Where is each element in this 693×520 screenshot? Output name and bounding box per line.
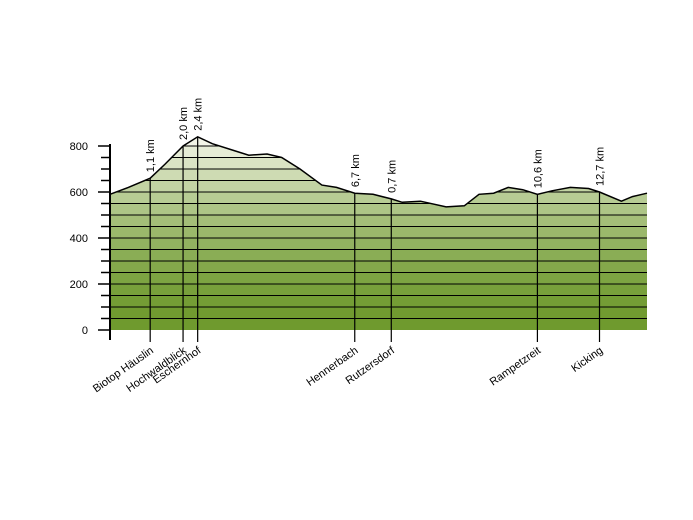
elevation-band <box>110 226 647 238</box>
elevation-band <box>110 238 647 250</box>
distance-labels: 1,1 km 2,0 km 2,4 km 6,7 km 0,7 km 10,6 km 12,… <box>145 98 606 193</box>
elevation-band <box>110 272 647 284</box>
distance-label: 2,0 km <box>178 107 190 140</box>
distance-label: 10,6 km <box>532 149 544 188</box>
elevation-band <box>110 192 647 204</box>
y-tick-label: 0 <box>82 325 88 337</box>
elevation-band <box>110 169 647 181</box>
y-tick-label: 600 <box>70 187 88 199</box>
elevation-band <box>110 295 647 307</box>
elevation-band <box>110 136 647 146</box>
elevation-band <box>110 261 647 273</box>
y-tick-label: 800 <box>70 141 88 153</box>
elevation-bands <box>110 136 647 330</box>
elevation-band <box>110 215 647 227</box>
distance-label: 0,7 km <box>386 160 398 193</box>
place-label: Kicking <box>569 345 605 375</box>
elevation-band <box>110 307 647 319</box>
y-tick-label: 400 <box>70 233 88 245</box>
elevation-band <box>110 203 647 215</box>
elevation-band <box>110 157 647 169</box>
elevation-band <box>110 249 647 261</box>
y-axis: 0 200 400 600 800 <box>70 141 111 340</box>
distance-label: 2,4 km <box>193 98 205 131</box>
elevation-band <box>110 318 647 330</box>
waypoint-lines <box>149 136 601 342</box>
elevation-band <box>110 146 647 158</box>
distance-label: 6,7 km <box>350 154 362 187</box>
y-tick-label: 200 <box>70 279 88 291</box>
distance-label: 12,7 km <box>595 147 607 186</box>
elevation-band <box>110 180 647 192</box>
distance-label: 1,1 km <box>145 139 157 172</box>
elevation-band <box>110 284 647 296</box>
place-label: Rampetzreit <box>488 345 543 389</box>
